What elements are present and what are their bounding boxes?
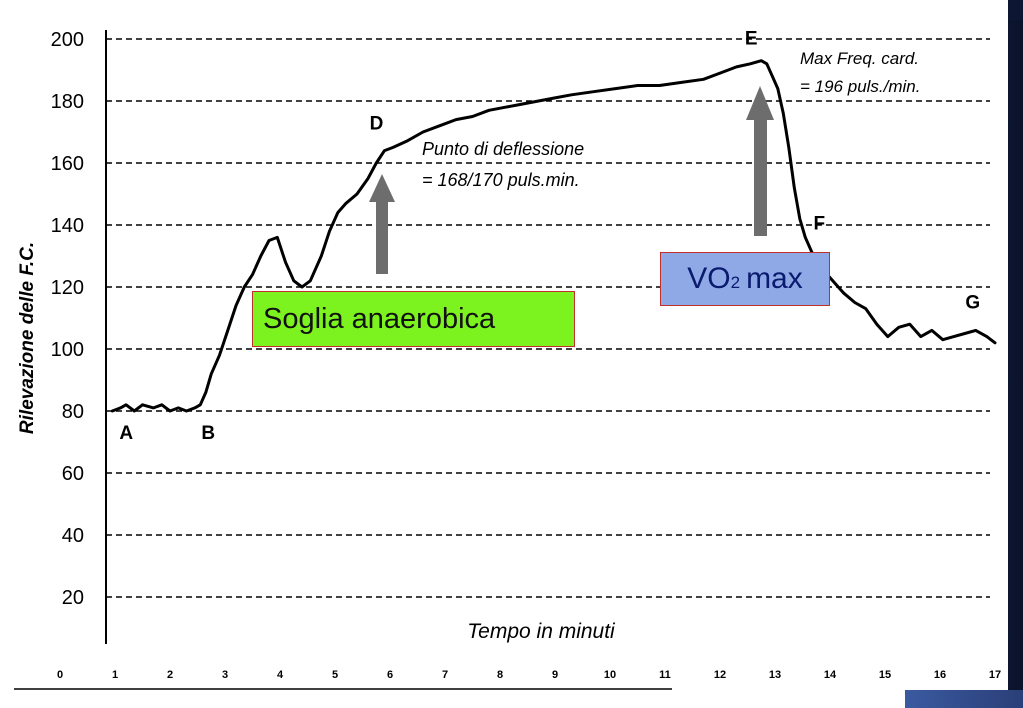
x-tick-labels: 0 1 2 3 4 5 6 7 8 9 10 11 12 13 14 15 16 17 — [57, 669, 1001, 681]
vo2max-main: VO — [687, 262, 731, 295]
max-annotation-line2: = 196 puls./min. — [800, 77, 921, 96]
x-tick-label: 4 — [277, 669, 284, 681]
x-tick-label: 5 — [332, 669, 338, 681]
y-tick-label: 40 — [62, 525, 84, 547]
x-tick-label: 7 — [442, 669, 448, 681]
grid-lines — [106, 38, 990, 598]
point-label-a: A — [119, 423, 133, 444]
y-tick-label: 120 — [51, 277, 84, 299]
x-tick-label: 15 — [879, 669, 891, 681]
y-tick-label: 60 — [62, 463, 84, 485]
y-tick-label: 100 — [51, 339, 84, 361]
x-tick-label: 14 — [824, 669, 837, 681]
arrow-up-icon — [746, 86, 774, 236]
x-tick-label: 13 — [769, 669, 781, 681]
deflection-annotation-line2: = 168/170 puls.min. — [422, 170, 580, 190]
slide-decoration-bottom — [905, 690, 1023, 708]
x-tick-label: 1 — [112, 669, 118, 681]
x-tick-label: 12 — [714, 669, 726, 681]
anaerobic-threshold-callout: Soglia anaerobica — [252, 291, 575, 347]
heart-rate-line — [110, 59, 997, 413]
x-tick-label: 10 — [604, 669, 616, 681]
deflection-annotation-line1: Punto di deflessione — [422, 139, 584, 159]
x-tick-label: 11 — [659, 669, 671, 681]
point-label-g: G — [965, 293, 980, 314]
y-tick-label: 140 — [51, 215, 84, 237]
anaerobic-threshold-label: Soglia anaerobica — [263, 302, 496, 335]
x-axis-label: Tempo in minuti — [467, 620, 616, 643]
y-tick-label: 200 — [51, 29, 84, 51]
point-label-b: B — [201, 423, 215, 444]
x-tick-label: 0 — [57, 669, 63, 681]
point-labels: A B D E F G — [119, 29, 980, 444]
y-tick-labels: 20 40 60 80 100 120 140 160 180 200 — [51, 29, 84, 609]
x-tick-label: 8 — [497, 669, 503, 681]
point-label-e: E — [745, 29, 758, 50]
y-tick-label: 20 — [62, 587, 84, 609]
x-tick-label: 6 — [387, 669, 393, 681]
y-tick-label: 180 — [51, 91, 84, 113]
x-tick-label: 9 — [552, 669, 558, 681]
x-tick-label: 17 — [989, 669, 1001, 681]
y-axis-label: Rilevazione delle F.C. — [17, 242, 38, 434]
vo2max-subscript: 2 — [730, 273, 741, 292]
max-annotation-line1: Max Freq. card. — [800, 49, 919, 68]
vo2max-callout: VO 2 max — [660, 252, 830, 306]
point-label-d: D — [370, 114, 384, 135]
vo2max-suffix: max — [746, 262, 803, 295]
y-tick-label: 160 — [51, 153, 84, 175]
arrow-up-icon — [369, 174, 395, 274]
y-tick-label: 80 — [62, 401, 84, 423]
point-label-f: F — [813, 213, 825, 234]
x-tick-label: 16 — [934, 669, 946, 681]
x-tick-label: 2 — [167, 669, 173, 681]
x-tick-label: 3 — [222, 669, 228, 681]
